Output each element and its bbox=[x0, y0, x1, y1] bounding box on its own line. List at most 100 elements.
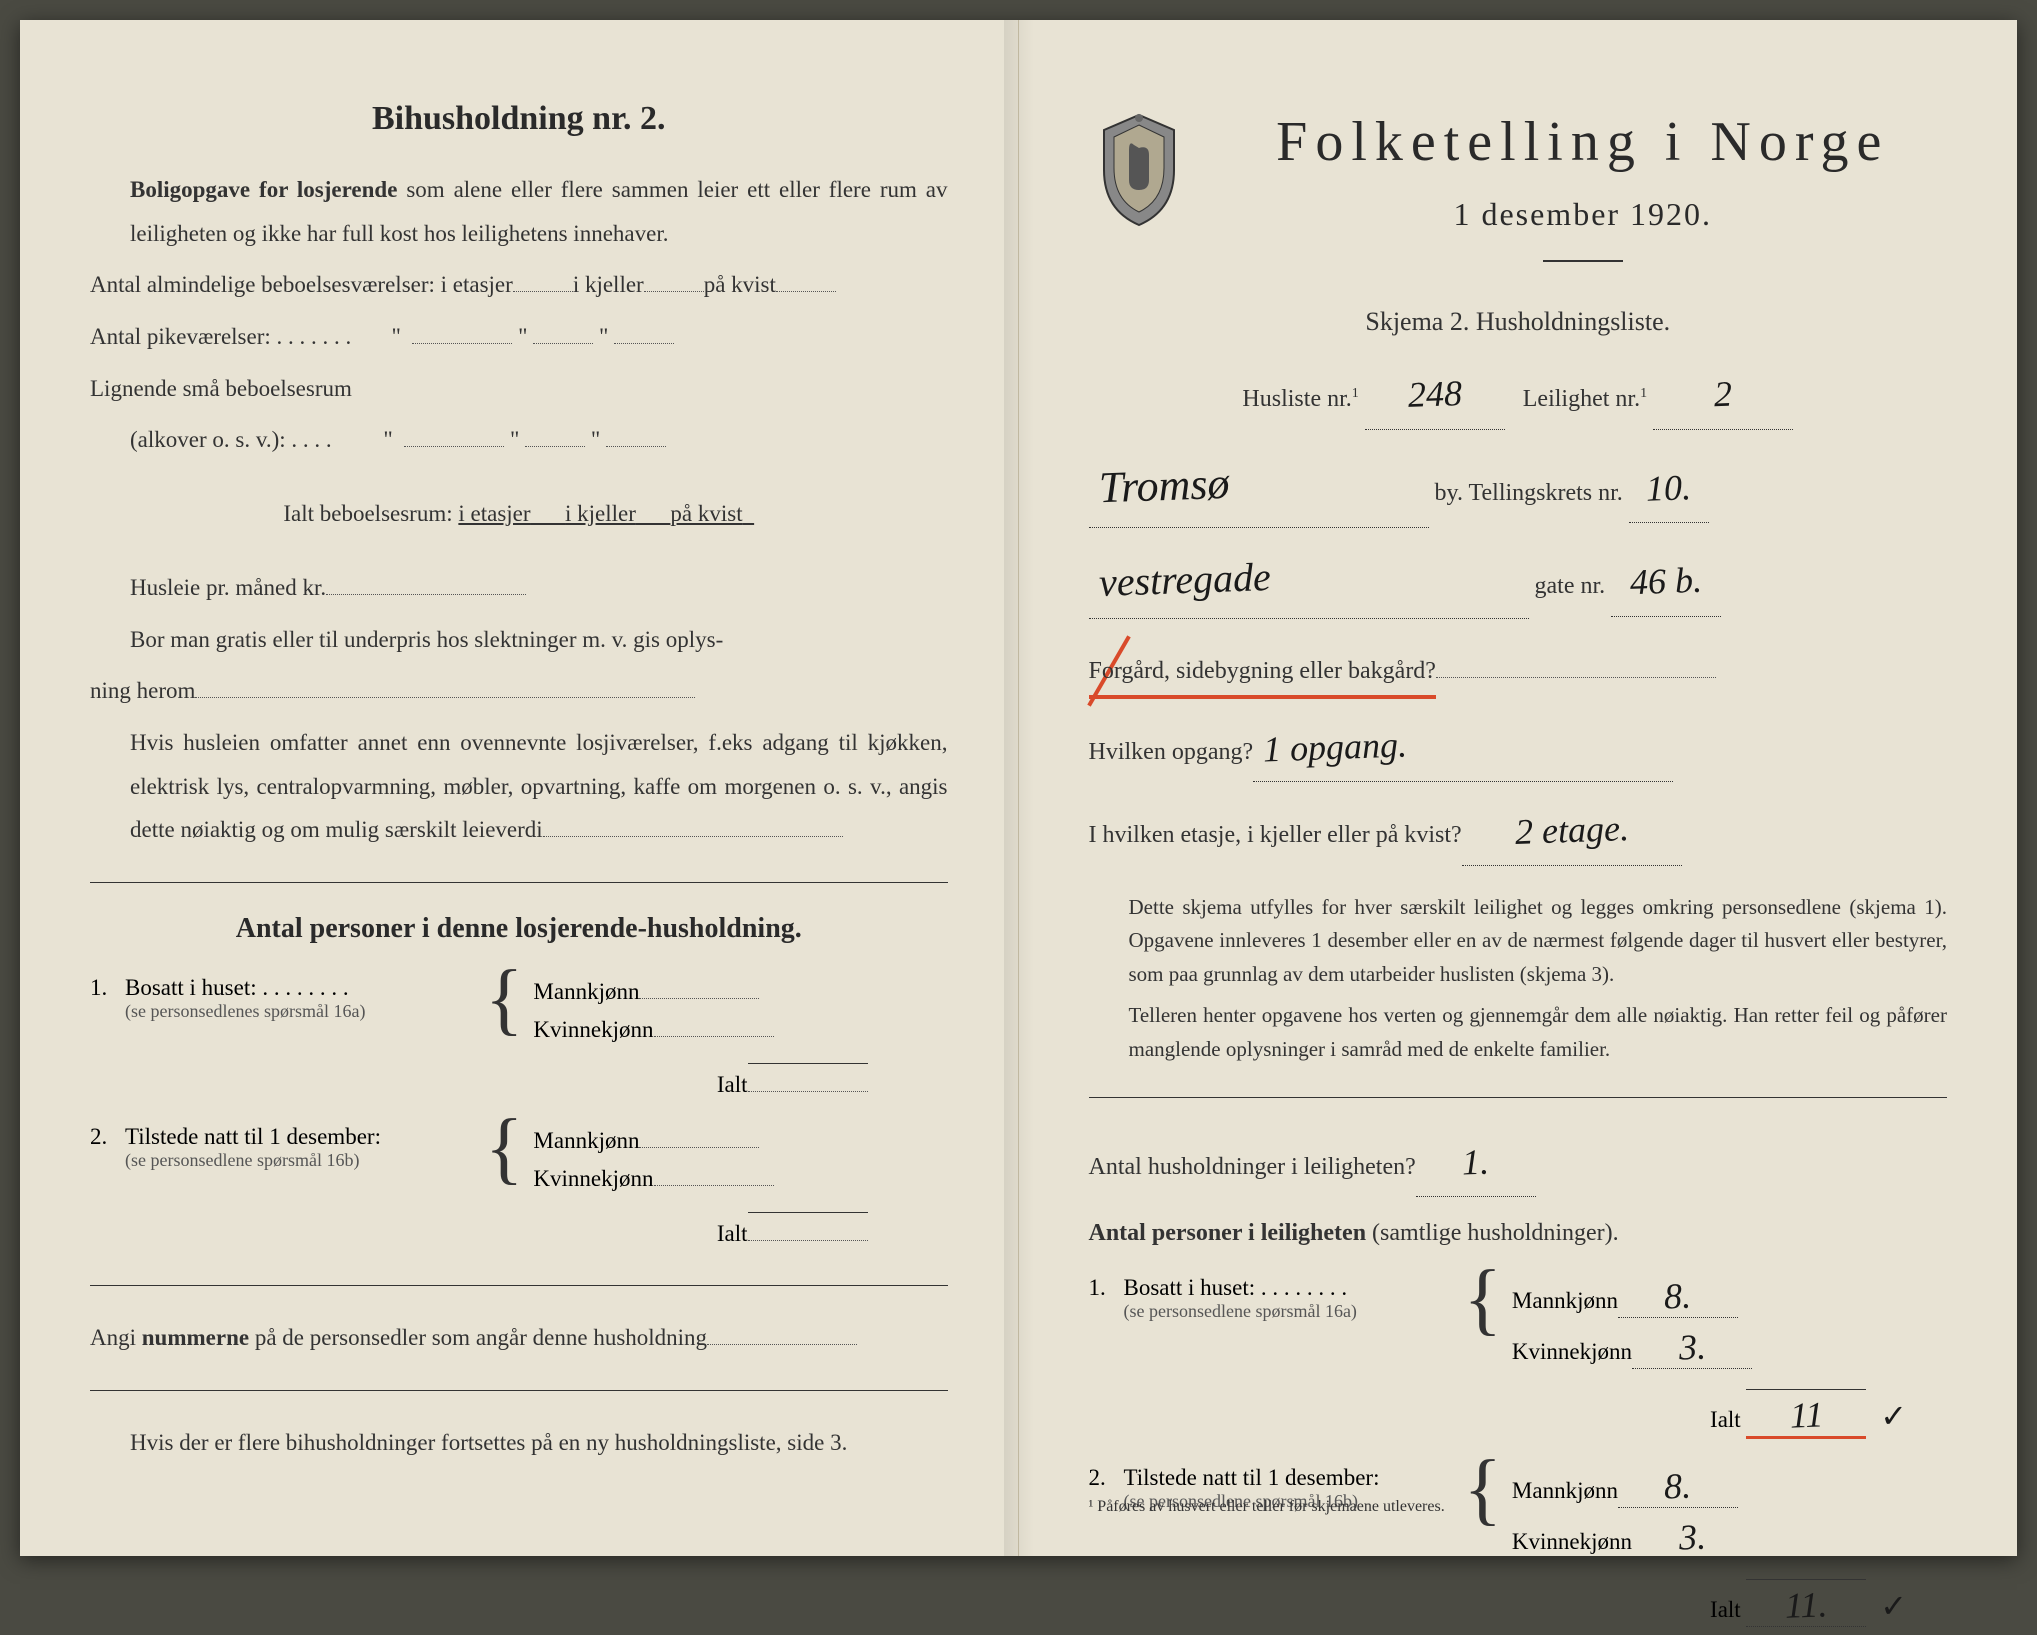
header: Folketelling i Norge 1 desember 1920. bbox=[1089, 110, 1948, 277]
census-document: Bihusholdning nr. 2. Boligopgave for los… bbox=[20, 20, 2017, 1556]
mann2-val: 8. bbox=[1664, 1464, 1692, 1507]
gate-val: vestregade bbox=[1097, 539, 1271, 621]
blank bbox=[404, 423, 504, 447]
husleie-line: Husleie pr. måned kr. bbox=[130, 566, 948, 610]
blank bbox=[654, 1013, 774, 1037]
antal-pers-line: Antal personer i leiligheten (samtlige h… bbox=[1089, 1211, 1948, 1257]
etasje-line: I hvilken etasje, i kjeller eller på kvi… bbox=[1089, 796, 1948, 865]
blank bbox=[614, 320, 674, 344]
mann-label: Mannkjønn bbox=[1512, 1478, 1618, 1503]
pikevaerelser-line: Antal pikeværelser: . . . . . . . " " " bbox=[90, 315, 948, 359]
checkmark-icon: ✓ bbox=[1880, 1397, 1907, 1435]
gate-line: vestregade gate nr. 46 b. bbox=[1089, 542, 1948, 619]
bolig-heading: Boligopgave for losjerende bbox=[130, 177, 397, 202]
kvinne2-val: 3. bbox=[1678, 1515, 1706, 1558]
left-item2-row: 2. Tilstede natt til 1 desember: (se per… bbox=[90, 1124, 948, 1255]
right-item2-row: 2. Tilstede natt til 1 desember: (se per… bbox=[1089, 1465, 1948, 1635]
divider bbox=[1089, 1097, 1948, 1098]
item1-vals: Mannkjønn Kvinnekjønn Ialt bbox=[533, 975, 947, 1106]
brace-icon: { bbox=[1454, 1465, 1512, 1513]
mann-label: Mannkjønn bbox=[533, 1128, 639, 1153]
antal-pers-label: Antal personer i leiligheten bbox=[1089, 1220, 1367, 1246]
divider bbox=[90, 1390, 948, 1391]
vaerelser-line: Antal almindelige beboelsesværelser: i e… bbox=[90, 263, 948, 307]
ialt-beboelsesrum: Ialt beboelsesrum: i etasjer i kjeller p… bbox=[90, 492, 948, 536]
by-line: Tromsø by. Tellingskrets nr. 10. bbox=[1089, 444, 1948, 529]
line4-vals: i etasjer i kjeller på kvist bbox=[458, 501, 754, 526]
line1-mid: i kjeller bbox=[573, 272, 644, 297]
sub-title: 1 desember 1920. bbox=[1219, 184, 1948, 245]
ialt-label: Ialt bbox=[1710, 1407, 1741, 1432]
blank bbox=[195, 674, 695, 698]
kvinne-label: Kvinnekjønn bbox=[533, 1017, 653, 1042]
kvinne-label: Kvinnekjønn bbox=[533, 1166, 653, 1191]
hvis-text: Hvis husleien omfatter annet enn ovennev… bbox=[130, 721, 948, 852]
num-1: 1. bbox=[90, 975, 125, 1001]
item1-sub: (se personsedlenes spørsmål 16a) bbox=[125, 1001, 475, 1022]
right-item1-row: 1. Bosatt i huset: . . . . . . . . (se p… bbox=[1089, 1275, 1948, 1447]
blank bbox=[644, 268, 704, 292]
blank bbox=[776, 268, 836, 292]
blank bbox=[748, 1212, 868, 1241]
etasje-val: 2 etage. bbox=[1514, 794, 1630, 866]
title-block: Folketelling i Norge 1 desember 1920. bbox=[1219, 110, 1948, 277]
brace-icon: { bbox=[475, 1124, 533, 1172]
by-val: Tromsø bbox=[1097, 441, 1230, 529]
item2-vals: Mannkjønn Kvinnekjønn Ialt bbox=[533, 1124, 947, 1255]
item2-sub: (se personsedlene spørsmål 16b) bbox=[125, 1150, 475, 1171]
line3b: (alkover o. s. v.): . . . . bbox=[130, 427, 332, 452]
r-item1-labels: Bosatt i huset: . . . . . . . . (se pers… bbox=[1124, 1275, 1454, 1322]
num-2: 2. bbox=[90, 1124, 125, 1150]
divider bbox=[90, 1285, 948, 1286]
etasje-label: I hvilken etasje, i kjeller eller på kvi… bbox=[1089, 822, 1462, 848]
blank bbox=[326, 571, 526, 595]
blank bbox=[412, 320, 512, 344]
ialt-label: Ialt bbox=[717, 1221, 748, 1246]
r-item2-vals: Mannkjønn8. Kvinnekjønn3. Ialt 11. ✓ bbox=[1512, 1465, 1947, 1635]
ialt-label: Ialt bbox=[1710, 1597, 1741, 1622]
mann1-val: 8. bbox=[1664, 1274, 1692, 1317]
footnote: ¹ Påføres av husvert eller teller før sk… bbox=[1089, 1498, 1445, 1516]
left-title: Bihusholdning nr. 2. bbox=[90, 100, 948, 138]
blank bbox=[513, 268, 573, 292]
left-item1-row: 1. Bosatt i huset: . . . . . . . . (se p… bbox=[90, 975, 948, 1106]
right-page: Folketelling i Norge 1 desember 1920. Sk… bbox=[1019, 20, 2018, 1556]
blank bbox=[606, 423, 666, 447]
husleie: Husleie pr. måned kr. bbox=[130, 575, 326, 600]
leilighet-label: Leilighet nr. bbox=[1523, 386, 1640, 412]
num-1: 1. bbox=[1089, 1275, 1124, 1301]
divider bbox=[90, 882, 948, 883]
line1-pre: Antal almindelige beboelsesværelser: i e… bbox=[90, 272, 513, 297]
instructions2: Telleren henter opgavene hos verten og g… bbox=[1129, 999, 1948, 1066]
angi-line: Angi nummerne på de personsedler som ang… bbox=[90, 1316, 948, 1360]
antal-hush-line: Antal husholdninger i leiligheten?1. bbox=[1089, 1128, 1948, 1197]
line4-pre: i etasjer bbox=[458, 501, 530, 526]
kvinne-label: Kvinnekjønn bbox=[1512, 1339, 1632, 1364]
antal-hush-val: 1. bbox=[1461, 1127, 1490, 1196]
gate-label: gate nr. bbox=[1535, 573, 1606, 599]
forgard: Forgård, sidebygning eller bakgård? bbox=[1089, 658, 1436, 684]
coat-of-arms-icon bbox=[1089, 110, 1189, 230]
lignende-line-a: Lignende små beboelsesrum bbox=[90, 367, 948, 411]
kvinne1-val: 3. bbox=[1678, 1325, 1706, 1368]
krets-val: 10. bbox=[1645, 453, 1692, 523]
antal-pers-rest: (samtlige husholdninger). bbox=[1366, 1220, 1619, 1246]
r-item1-label: Bosatt i huset: . . . . . . . . bbox=[1124, 1275, 1454, 1301]
num-2: 2. bbox=[1089, 1465, 1124, 1491]
section2-title: Antal personer i denne losjerende-hushol… bbox=[90, 913, 948, 945]
blank bbox=[654, 1162, 774, 1186]
instructions: Dette skjema utfylles for hver særskilt … bbox=[1129, 891, 1948, 992]
opgang-val: 1 opgang. bbox=[1262, 710, 1408, 783]
item2-label: Tilstede natt til 1 desember: bbox=[125, 1124, 475, 1150]
r-item2-label: Tilstede natt til 1 desember: bbox=[1124, 1465, 1454, 1491]
blank bbox=[1436, 653, 1716, 678]
lignende-line-b: (alkover o. s. v.): . . . . " " " bbox=[130, 418, 948, 462]
angi-rest: på de personsedler som angår denne husho… bbox=[249, 1325, 707, 1350]
forgard-line: Forgård, sidebygning eller bakgård? bbox=[1089, 649, 1948, 699]
husliste-label: Husliste nr. bbox=[1242, 386, 1351, 412]
building-block: Forgård, sidebygning eller bakgård? Hvil… bbox=[1089, 649, 1948, 865]
mann-label: Mannkjønn bbox=[1512, 1288, 1618, 1313]
angi: Angi bbox=[90, 1325, 142, 1350]
angi-bold: nummerne bbox=[142, 1325, 249, 1350]
bolig-paragraph: Boligopgave for losjerende som alene ell… bbox=[130, 168, 948, 255]
